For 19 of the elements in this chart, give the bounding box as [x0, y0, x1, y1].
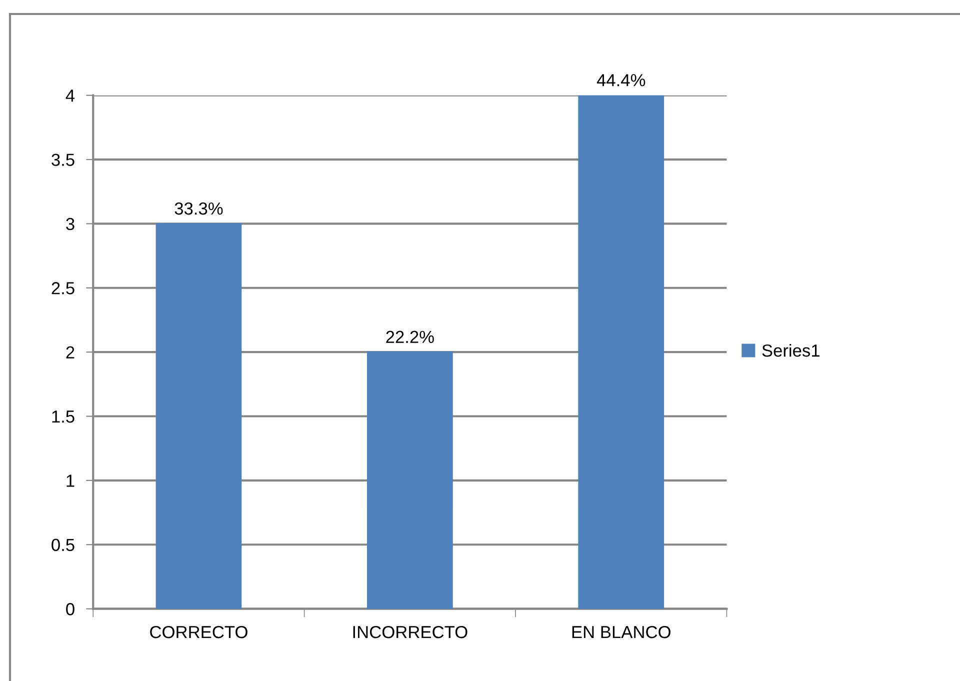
annotation: 33.3%: [174, 202, 223, 215]
y-tick-label: 1: [66, 474, 74, 487]
legend-label: Series1: [762, 344, 820, 357]
y-tick-label: 4: [66, 90, 75, 102]
y-tick-label: 1.5: [52, 410, 74, 423]
y-tick-label: 2: [66, 346, 74, 358]
annotation: 44.4%: [596, 74, 646, 86]
y-tick-label: 3.5: [52, 154, 74, 166]
bar: [156, 223, 242, 609]
x-tick-label: EN BLANCO: [572, 626, 670, 638]
y-tick-label: 0: [66, 602, 74, 616]
y-tick-label: 3: [66, 218, 74, 230]
bar: [578, 95, 664, 609]
bar: [366, 351, 453, 609]
y-tick-label: 2.5: [52, 282, 74, 294]
x-tick-label: INCORRECTO: [353, 626, 468, 638]
x-tick-label: CORRECTO: [150, 626, 248, 638]
y-tick-label: 0.5: [52, 538, 74, 552]
annotation: 22.2%: [386, 330, 434, 344]
